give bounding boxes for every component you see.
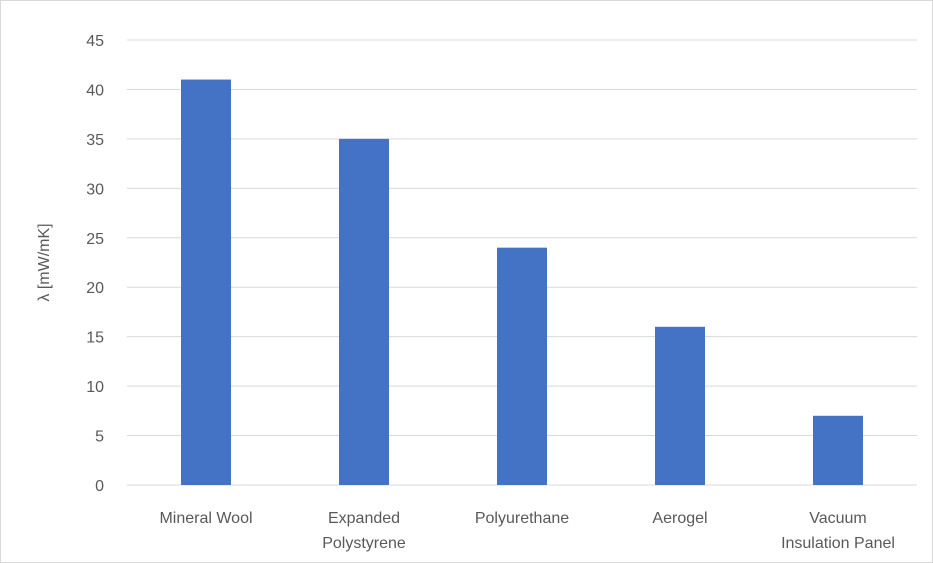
y-axis-ticks: 0 5 10 15 20 25 30 35 40 45 [86,33,104,495]
bar [813,415,863,485]
bars [181,79,863,486]
bar [497,247,547,485]
x-tick-label: Expanded Polystyrene [322,510,406,552]
x-tick-label-line: Vacuum [809,510,867,527]
y-tick-label: 45 [86,33,104,50]
y-tick-label: 15 [86,330,104,347]
x-tick-label-line: Expanded [328,510,400,527]
y-tick-label: 25 [86,231,104,248]
x-tick-label-line: Insulation Panel [781,535,895,552]
y-tick-label: 0 [95,478,104,495]
y-tick-label: 35 [86,132,104,149]
x-tick-label-line: Aerogel [652,510,707,527]
bar [339,138,389,485]
x-tick-label-line: Mineral Wool [159,510,252,527]
y-tick-label: 30 [86,181,104,198]
x-tick-label: Polyurethane [475,510,569,527]
x-tick-label: Aerogel [652,510,707,527]
y-tick-label: 10 [86,379,104,396]
bar [181,79,231,486]
y-tick-label: 40 [86,82,104,99]
bar [655,326,705,485]
y-tick-label: 20 [86,280,104,297]
x-tick-label: Vacuum Insulation Panel [781,510,895,552]
y-tick-label: 5 [95,429,104,446]
x-tick-label-line: Polyurethane [475,510,569,527]
y-axis-title: λ [mW/mK] [36,223,53,301]
x-tick-label: Mineral Wool [159,510,252,527]
x-tick-label-line: Polystyrene [322,535,406,552]
x-axis-ticks: Mineral Wool Expanded Polystyrene Polyureth… [159,510,894,552]
